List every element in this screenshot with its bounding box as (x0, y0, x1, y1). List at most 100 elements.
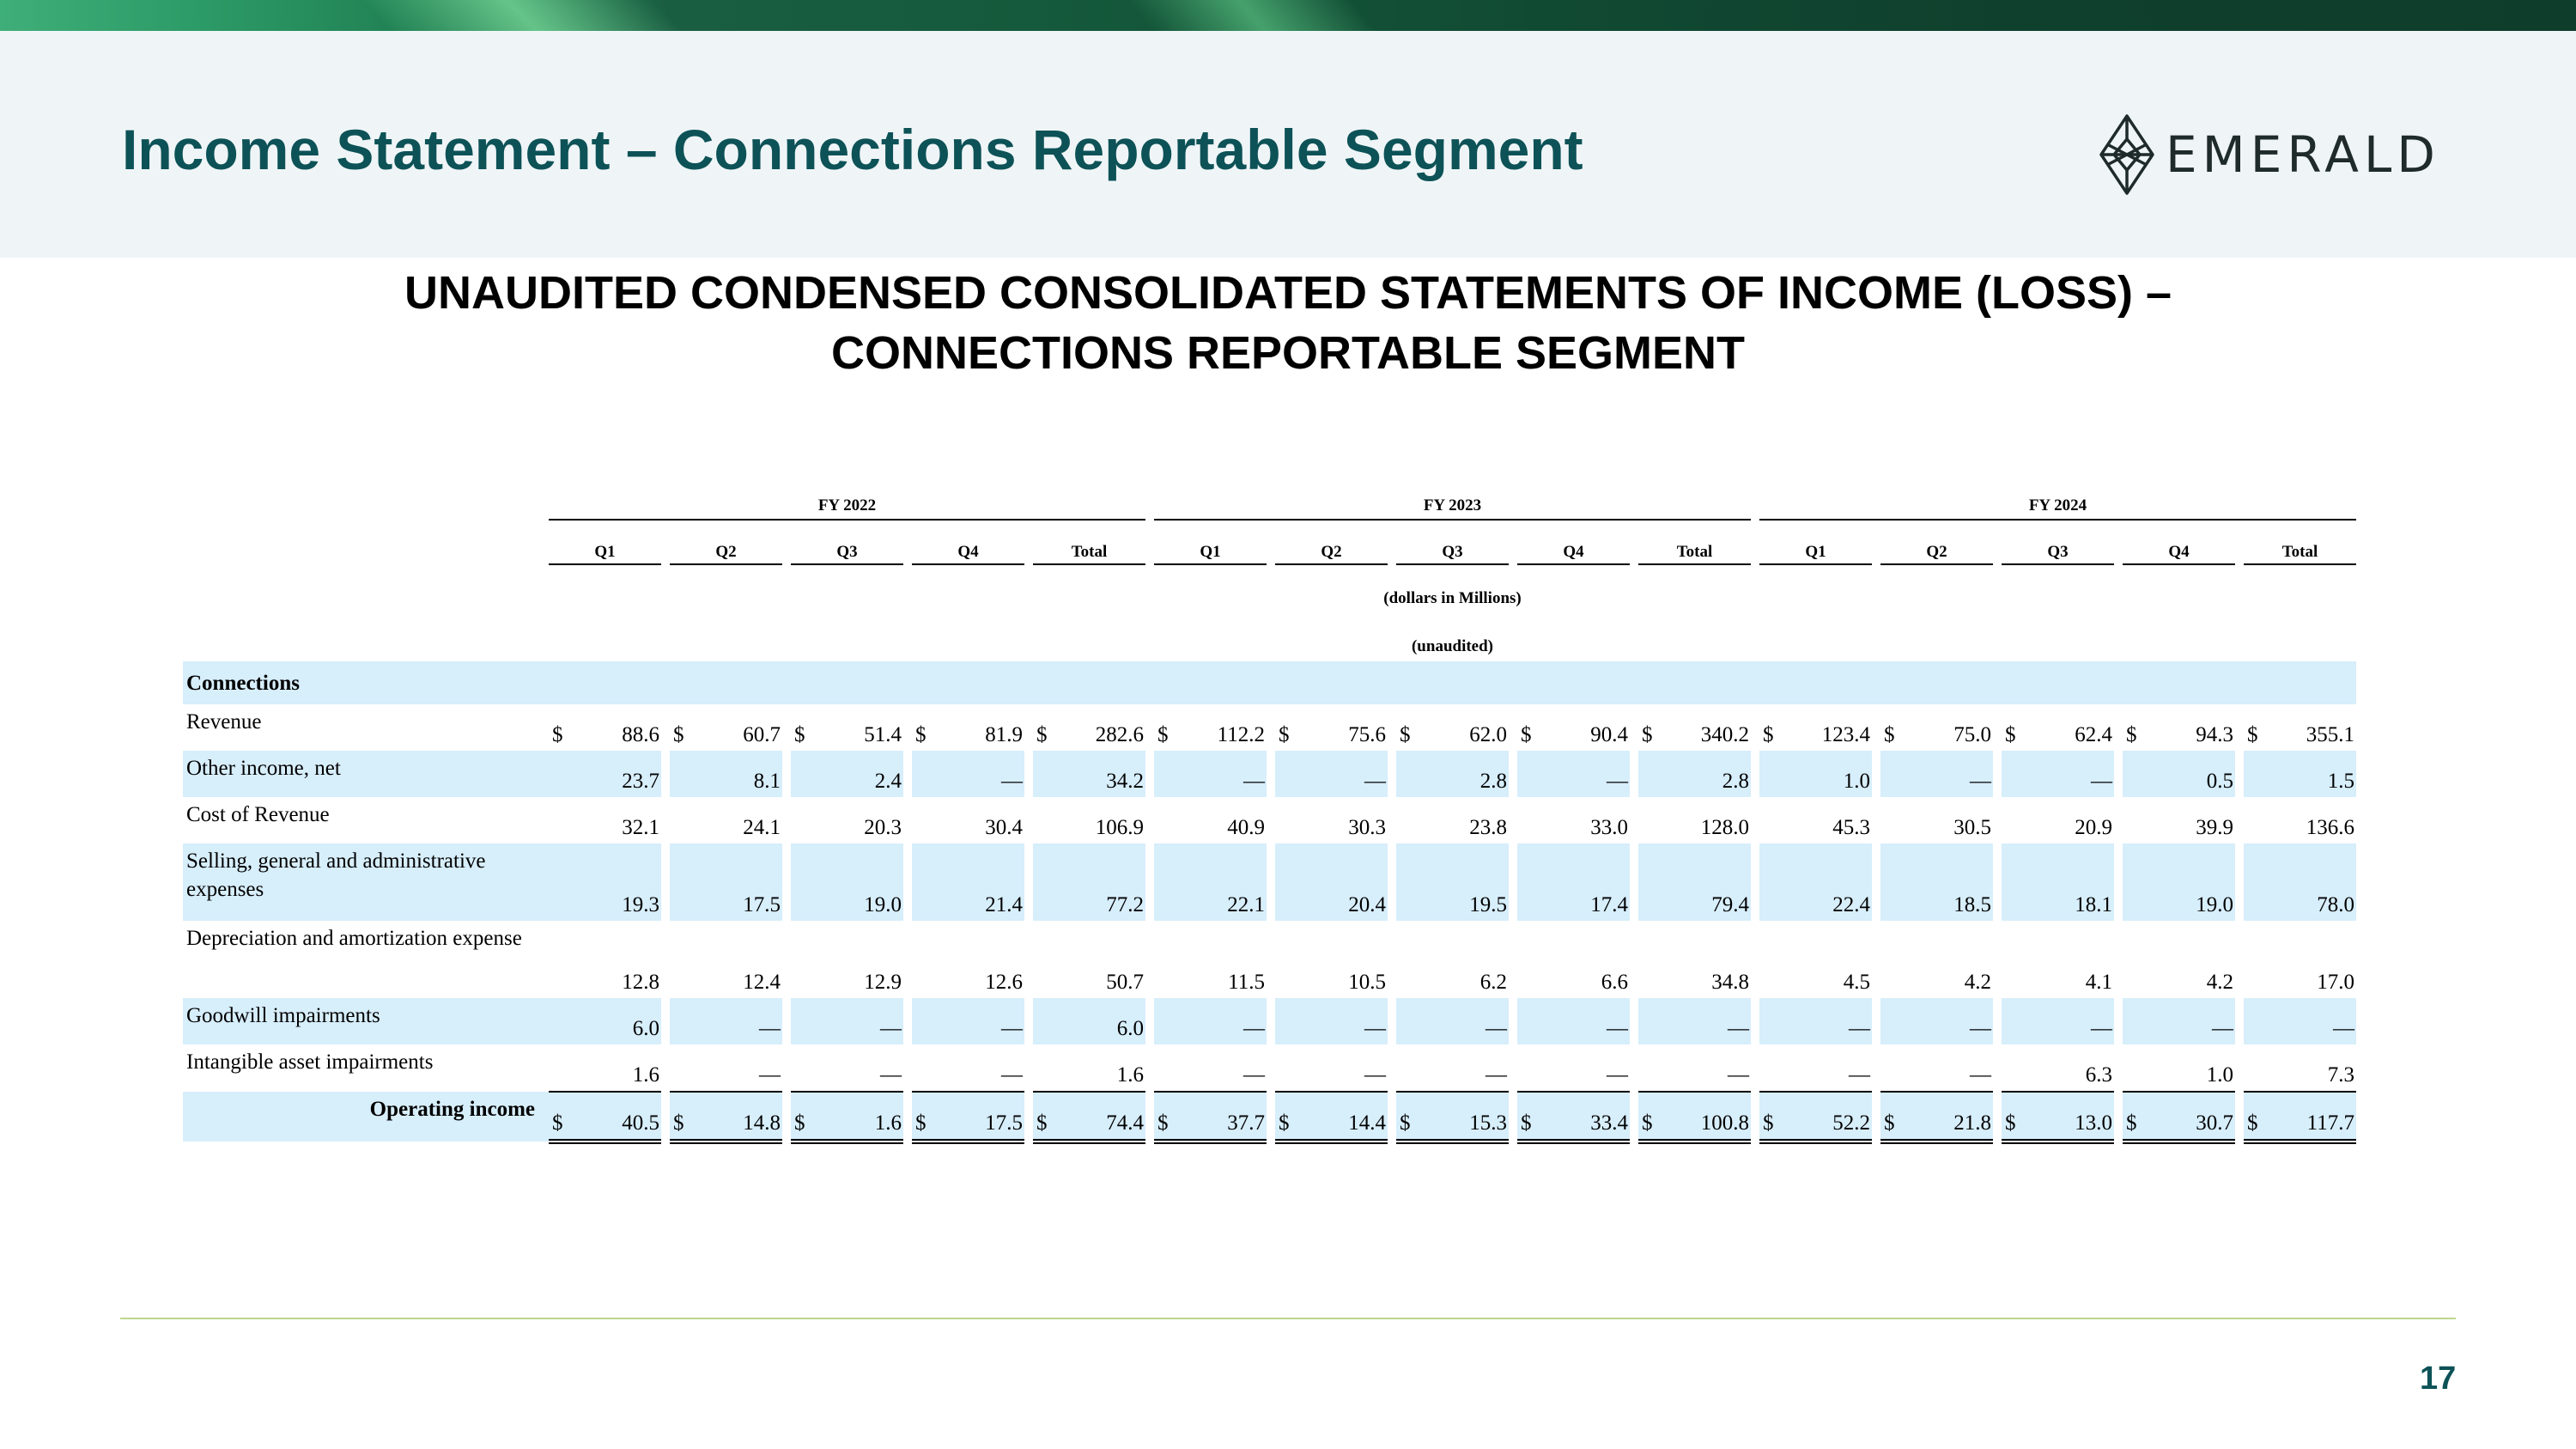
value-cell: 2.8 (1419, 751, 1509, 797)
currency-symbol: $ (1759, 1092, 1782, 1144)
value-cell: 34.2 (1055, 751, 1145, 797)
value-cell: 12.6 (985, 971, 1023, 994)
period-header: Q1 (1759, 520, 1872, 565)
value-cell: 77.2 (1055, 843, 1145, 921)
value-cell: 18.5 (1903, 843, 1993, 921)
value-cell: 1.5 (2266, 751, 2356, 797)
value-cell: 112.2 (1217, 723, 1265, 746)
value-cell: 22.1 (1176, 843, 1267, 921)
value-cell: 136.6 (2306, 816, 2354, 839)
value-cell: — (1661, 1044, 1751, 1093)
currency-symbol: $ (2005, 723, 2016, 746)
value-cell: — (934, 751, 1024, 797)
currency-symbol: $ (2126, 723, 2137, 746)
value-cell: — (2266, 998, 2356, 1044)
value-cell: 17.0 (2317, 971, 2354, 994)
currency-symbol: $ (2123, 1092, 2145, 1144)
currency-symbol: $ (1279, 723, 1290, 746)
currency-symbol: $ (673, 723, 684, 746)
fiscal-year-header-row: FY 2022 FY 2023 FY 2024 (183, 486, 2356, 521)
value-cell: — (1782, 1044, 1872, 1093)
value-cell: 17.5 (934, 1092, 1024, 1144)
value-cell: — (1903, 998, 1993, 1044)
value-cell: — (1903, 1044, 1993, 1093)
value-cell: 94.3 (2196, 723, 2233, 746)
period-header: Q4 (1517, 520, 1630, 565)
value-cell: 22.4 (1782, 843, 1872, 921)
value-cell: — (1297, 751, 1388, 797)
period-header: Q1 (1154, 520, 1267, 565)
value-cell: 6.0 (571, 998, 661, 1044)
value-cell: — (692, 998, 782, 1044)
fiscal-year-header: FY 2024 (1759, 486, 2356, 521)
value-cell: — (1297, 998, 1388, 1044)
value-cell: 15.3 (1419, 1092, 1509, 1144)
currency-symbol: $ (1521, 723, 1532, 746)
unit-note: (dollars in Millions) (1383, 589, 1522, 607)
value-cell: 19.3 (571, 843, 661, 921)
currency-symbol: $ (2002, 1092, 2024, 1144)
section-row: Connections (183, 661, 2356, 704)
value-cell: 19.0 (813, 843, 903, 921)
value-cell: 75.0 (1953, 723, 1991, 746)
value-cell: — (1419, 1044, 1509, 1093)
table-row: Depreciation and amortization expense 12.… (183, 921, 2356, 998)
row-label: Intangible asset impairments (186, 1050, 434, 1074)
currency-symbol: $ (2244, 1092, 2266, 1144)
value-cell: 4.1 (2085, 971, 2112, 994)
value-cell: 20.4 (1297, 843, 1388, 921)
value-cell: 6.2 (1479, 971, 1507, 994)
value-cell: 340.2 (1700, 723, 1749, 746)
value-cell: — (1176, 751, 1267, 797)
value-cell: — (1176, 1044, 1267, 1093)
value-cell: 19.0 (2145, 843, 2235, 921)
value-cell: — (1540, 998, 1630, 1044)
table-row: Selling, general and administrative expe… (183, 843, 2356, 921)
period-header-row: Q1 Q2 Q3 Q4 Total Q1 Q2 Q3 Q4 Total Q1 Q2 Q3 Q4 Total (183, 520, 2356, 565)
value-cell: 12.4 (743, 971, 781, 994)
period-header: Q3 (2002, 520, 2114, 565)
value-cell: 4.5 (1843, 971, 1870, 994)
period-header: Q3 (1396, 520, 1509, 565)
value-cell: 34.8 (1711, 971, 1749, 994)
value-cell: 33.0 (1590, 816, 1628, 839)
row-label: Selling, general and administrative expe… (183, 843, 549, 921)
value-cell: 1.6 (813, 1092, 903, 1144)
currency-symbol: $ (1154, 1092, 1176, 1144)
period-header: Total (2244, 520, 2356, 565)
value-cell: — (1661, 998, 1751, 1044)
currency-symbol: $ (2247, 723, 2258, 746)
value-cell: 128.0 (1700, 816, 1749, 839)
page-number: 17 (2420, 1361, 2457, 1397)
value-cell: 17.4 (1540, 843, 1630, 921)
page-title: Income Statement – Connections Reportabl… (122, 118, 1583, 181)
value-cell: — (1176, 998, 1267, 1044)
value-cell: 7.3 (2266, 1044, 2356, 1093)
income-statement-table: FY 2022 FY 2023 FY 2024 Q1 Q2 Q3 Q4 Total Q1 Q2 Q3… (183, 486, 2356, 1144)
value-cell: 45.3 (1832, 816, 1870, 839)
value-cell: — (1419, 998, 1509, 1044)
fiscal-year-header: FY 2022 (549, 486, 1145, 521)
value-cell: 81.9 (985, 723, 1023, 746)
currency-symbol: $ (1036, 723, 1048, 746)
footer-divider (120, 1318, 2456, 1319)
value-cell: 2.8 (1661, 751, 1751, 797)
value-cell: 1.6 (1055, 1044, 1145, 1093)
row-label: Depreciation and amortization expense (186, 927, 522, 950)
value-cell: 12.8 (622, 971, 659, 994)
value-cell: 30.5 (1953, 816, 1991, 839)
value-cell: 62.4 (2075, 723, 2112, 746)
period-header: Total (1033, 520, 1145, 565)
emerald-gem-icon (2099, 114, 2154, 195)
value-cell: — (1297, 1044, 1388, 1093)
value-cell: 60.7 (743, 723, 781, 746)
value-cell: 79.4 (1661, 843, 1751, 921)
value-cell: 30.3 (1348, 816, 1386, 839)
period-header: Q4 (912, 520, 1024, 565)
value-cell: 23.8 (1469, 816, 1507, 839)
value-cell: 24.1 (743, 816, 781, 839)
currency-symbol: $ (1275, 1092, 1297, 1144)
table-row: Goodwill impairments 6.0 — — — 6.0 — — — — — — — — — — (183, 998, 2356, 1044)
value-cell: 30.4 (985, 816, 1023, 839)
value-cell: 106.9 (1095, 816, 1144, 839)
